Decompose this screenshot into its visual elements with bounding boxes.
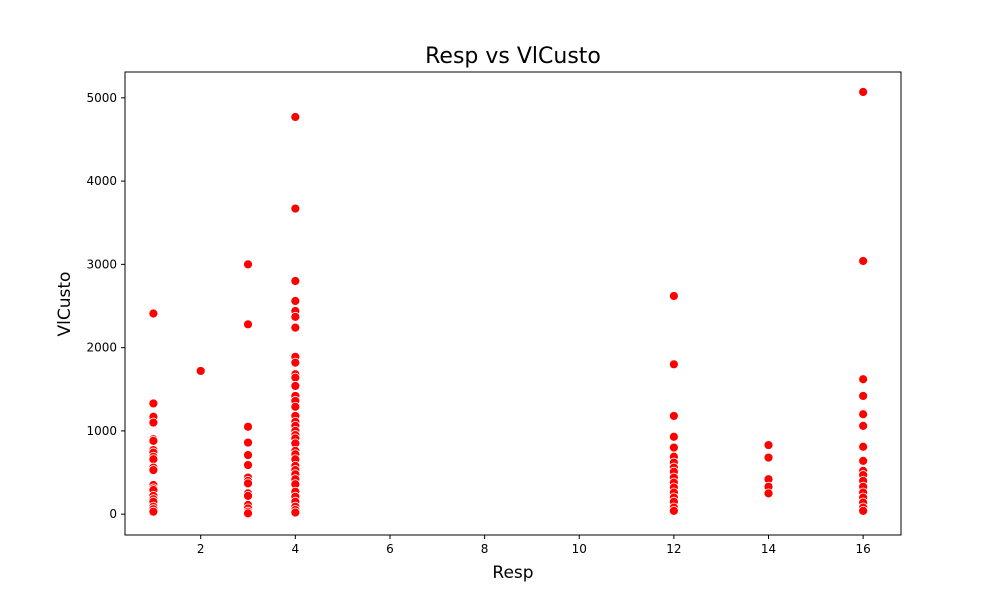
data-point (858, 455, 869, 466)
data-point (290, 112, 301, 122)
x-axis-label: Resp (492, 563, 533, 583)
data-point (148, 308, 159, 319)
data-point (858, 256, 869, 266)
data-point (195, 366, 206, 376)
y-axis-label: VlCusto (55, 272, 75, 337)
data-point (148, 398, 159, 409)
y-tick-label: 5000 (86, 91, 117, 105)
data-point (148, 436, 159, 446)
y-tick-label: 0 (109, 507, 117, 521)
data-point (290, 381, 301, 391)
data-point (148, 506, 159, 517)
data-point (290, 372, 301, 383)
data-point (668, 505, 679, 516)
data-point (243, 508, 253, 519)
data-points (148, 87, 869, 519)
data-point (858, 421, 869, 431)
data-point (668, 442, 679, 453)
data-point (243, 437, 253, 448)
data-point (858, 391, 869, 401)
x-tick-label: 4 (292, 542, 300, 556)
chart-title: Resp vs VlCusto (425, 44, 601, 69)
x-tick-label: 14 (761, 542, 776, 556)
data-point (290, 311, 301, 322)
y-tick-label: 2000 (86, 341, 117, 355)
data-point (668, 431, 679, 442)
data-point (858, 87, 869, 97)
data-point (668, 359, 679, 370)
data-point (858, 505, 869, 516)
data-point (290, 507, 301, 518)
data-point (243, 421, 253, 432)
data-point (763, 440, 774, 450)
x-tick-label: 10 (572, 542, 587, 556)
data-point (243, 478, 253, 489)
data-point (243, 450, 253, 460)
x-tick-label: 2 (197, 542, 205, 556)
data-point (668, 291, 679, 301)
data-point (148, 454, 159, 465)
data-point (290, 296, 301, 306)
y-tick-label: 1000 (86, 424, 117, 438)
data-point (243, 490, 253, 501)
data-point (858, 441, 869, 452)
x-tick-label: 12 (666, 542, 681, 556)
data-point (290, 322, 301, 333)
plot-frame (124, 71, 902, 536)
x-axis-ticks: 2 4 6 8 10 12 14 16 (197, 535, 871, 556)
x-tick-label: 8 (481, 542, 489, 556)
data-point (763, 452, 774, 463)
x-tick-label: 6 (386, 542, 394, 556)
y-tick-label: 3000 (86, 257, 117, 271)
data-point (243, 319, 253, 330)
data-point (290, 203, 301, 214)
data-point (668, 411, 679, 421)
data-point (243, 460, 253, 470)
y-tick-label: 4000 (86, 174, 117, 188)
data-point (148, 417, 159, 428)
x-tick-label: 16 (856, 542, 871, 556)
data-point (243, 259, 253, 270)
data-point (858, 409, 869, 420)
data-point (148, 465, 159, 475)
data-point (290, 401, 301, 412)
data-point (858, 374, 869, 385)
data-point (290, 357, 301, 368)
data-point (290, 276, 301, 286)
data-point (763, 488, 774, 499)
plot-area (125, 72, 901, 535)
y-axis-ticks: 0 1000 2000 3000 4000 5000 (86, 91, 125, 521)
